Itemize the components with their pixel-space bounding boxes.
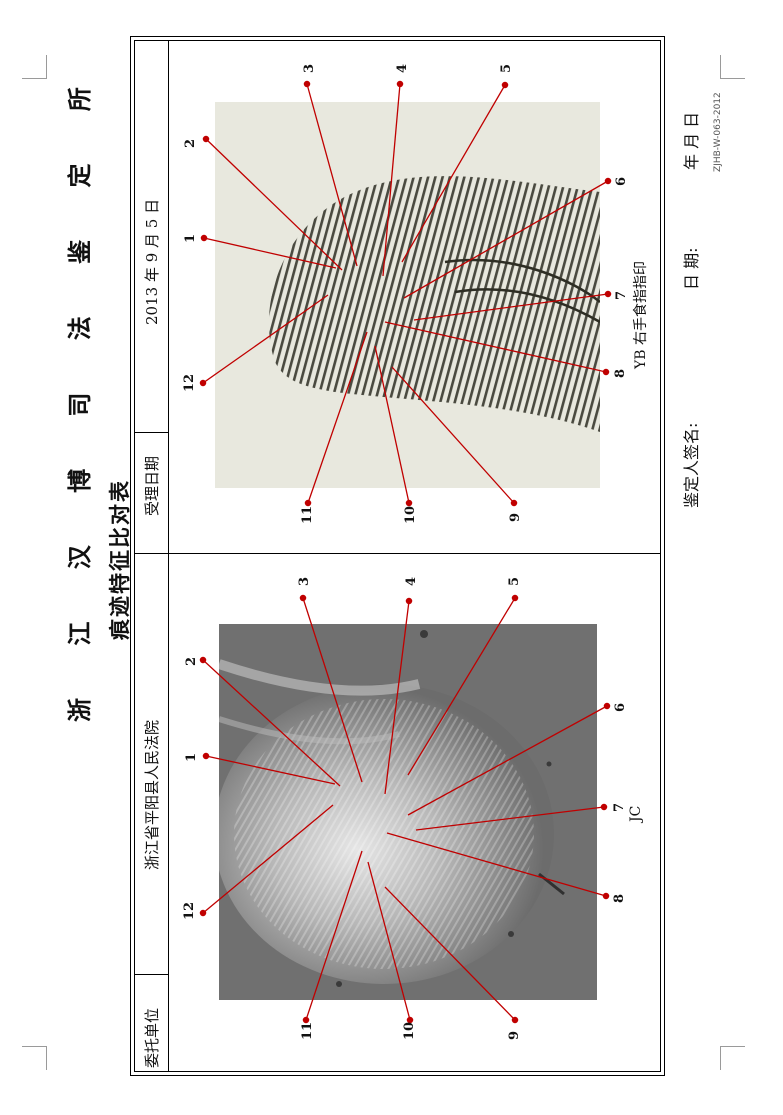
marker-label: 2 xyxy=(184,656,199,666)
marker-label: 10 xyxy=(402,1021,417,1040)
marker-label: 8 xyxy=(612,893,627,903)
client-value-divider xyxy=(134,553,168,554)
footer-date-label: 日 期: xyxy=(682,247,701,290)
marker-label: 7 xyxy=(614,290,629,300)
questioned-fingerprint-photo xyxy=(219,624,597,1000)
table-inner-border xyxy=(134,40,661,1072)
questioned-caption: JC xyxy=(628,805,644,822)
marker-label: 10 xyxy=(403,505,418,524)
client-label: 委托单位 xyxy=(143,1007,161,1068)
date-label: 受理日期 xyxy=(143,455,161,516)
reference-caption: YB 右手食指指印 xyxy=(633,261,649,369)
crop-mark xyxy=(46,1046,47,1070)
marker-label: 3 xyxy=(297,576,312,586)
crop-mark xyxy=(46,55,47,79)
marker-label: 9 xyxy=(508,512,523,522)
marker-label: 5 xyxy=(499,63,514,73)
marker-label: 11 xyxy=(300,1021,315,1040)
client-value: 浙江省平阳县人民法院 xyxy=(143,719,161,870)
date-label-divider xyxy=(134,432,168,433)
header-column-divider xyxy=(168,40,169,1072)
marker-label: 7 xyxy=(612,802,627,812)
footer-date-blank: 年 月 日 xyxy=(682,111,701,170)
crop-mark xyxy=(22,78,46,79)
marker-label: 5 xyxy=(507,576,522,586)
marker-label: 6 xyxy=(614,176,629,186)
marker-label: 2 xyxy=(183,138,198,148)
row-divider xyxy=(168,553,661,554)
marker-label: 1 xyxy=(184,752,199,762)
marker-label: 4 xyxy=(395,63,410,73)
organization-title: 浙 江 汉 博 司 法 鉴 定 所 xyxy=(65,65,94,722)
marker-label: 12 xyxy=(182,901,197,920)
marker-label: 8 xyxy=(613,368,628,378)
form-code: ZJHB-W-063-2012 xyxy=(713,92,723,172)
crop-mark xyxy=(721,1046,745,1047)
date-value: 2013 年 9 月 5 日 xyxy=(143,198,161,325)
marker-label: 12 xyxy=(182,373,197,392)
crop-mark xyxy=(22,1046,46,1047)
reference-fingerprint-photo xyxy=(215,102,600,488)
marker-label: 1 xyxy=(183,233,198,243)
marker-label: 6 xyxy=(613,702,628,712)
marker-label: 9 xyxy=(507,1030,522,1040)
crop-mark xyxy=(721,78,745,79)
marker-label: 11 xyxy=(300,505,315,524)
crop-mark xyxy=(720,55,721,79)
client-label-divider xyxy=(134,974,168,975)
marker-label: 4 xyxy=(404,576,419,586)
marker-label: 3 xyxy=(302,63,317,73)
table-outer-border xyxy=(130,36,665,1076)
appraiser-signature-label: 鉴定人签名: xyxy=(682,422,701,508)
crop-mark xyxy=(720,1046,721,1070)
